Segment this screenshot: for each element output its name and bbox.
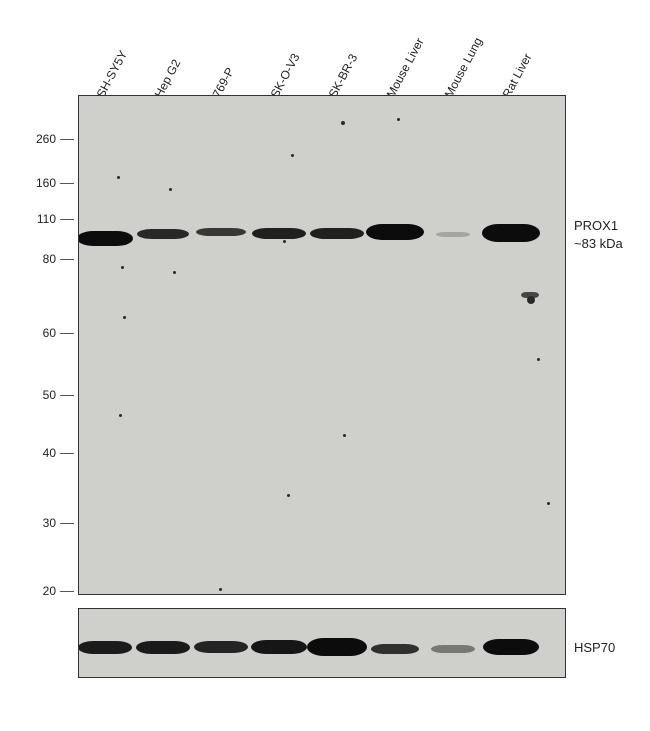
lane-labels-row: SH-SY5YHep G2769-PSK-O-V3SK-BR-3Mouse Li…	[0, 0, 650, 95]
mw-tick	[60, 139, 74, 140]
target-label-prox1: PROX1	[574, 218, 618, 233]
blot-speck	[219, 588, 222, 591]
lane-label: SK-O-V3	[268, 51, 303, 100]
mw-tick	[60, 453, 74, 454]
blot-speck	[173, 271, 176, 274]
blot-band	[252, 228, 306, 239]
mw-label: 260	[26, 132, 56, 146]
blot-band	[482, 224, 540, 242]
blot-speck	[397, 118, 400, 121]
blot-band	[251, 640, 307, 654]
lane-label: Hep G2	[152, 57, 184, 100]
blot-speck	[527, 296, 535, 304]
target-mw-prox1: ~83 kDa	[574, 236, 623, 251]
mw-tick	[60, 183, 74, 184]
blot-band	[307, 638, 367, 656]
mw-tick	[60, 259, 74, 260]
blot-speck	[343, 434, 346, 437]
blot-band	[78, 231, 133, 246]
blot-panel-main	[78, 95, 566, 595]
mw-label: 50	[26, 388, 56, 402]
mw-tick	[60, 219, 74, 220]
blot-band	[483, 639, 539, 655]
mw-tick	[60, 395, 74, 396]
blot-speck	[117, 176, 120, 179]
mw-label: 60	[26, 326, 56, 340]
lane-label: SK-BR-3	[326, 52, 361, 100]
mw-label: 30	[26, 516, 56, 530]
blot-band	[371, 644, 419, 654]
blot-speck	[121, 266, 124, 269]
lane-label: Mouse Liver	[384, 36, 427, 100]
blot-band	[431, 645, 475, 653]
blot-speck	[287, 494, 290, 497]
mw-label: 160	[26, 176, 56, 190]
mw-tick	[60, 523, 74, 524]
blot-band	[136, 641, 190, 654]
blot-speck	[537, 358, 540, 361]
blot-speck	[123, 316, 126, 319]
blot-band	[310, 228, 364, 239]
blot-band	[78, 641, 132, 654]
blot-panel-secondary	[78, 608, 566, 678]
mw-tick	[60, 333, 74, 334]
mw-tick	[60, 591, 74, 592]
blot-band	[436, 232, 470, 237]
blot-speck	[341, 121, 345, 125]
blot-speck	[547, 502, 550, 505]
western-blot-figure: SH-SY5YHep G2769-PSK-O-V3SK-BR-3Mouse Li…	[0, 0, 650, 731]
mw-label: 80	[26, 252, 56, 266]
blot-speck	[119, 414, 122, 417]
lane-label: Mouse Lung	[442, 35, 485, 100]
blot-band	[194, 641, 248, 653]
lane-label: Rat Liver	[500, 51, 535, 100]
blot-speck	[283, 240, 286, 243]
mw-label: 110	[26, 212, 56, 226]
blot-speck	[169, 188, 172, 191]
target-label-hsp70: HSP70	[574, 640, 615, 655]
blot-speck	[291, 154, 294, 157]
mw-label: 40	[26, 446, 56, 460]
blot-band	[366, 224, 424, 240]
mw-label: 20	[26, 584, 56, 598]
blot-band	[137, 229, 189, 239]
lane-label: SH-SY5Y	[94, 48, 130, 100]
blot-band	[196, 228, 246, 236]
